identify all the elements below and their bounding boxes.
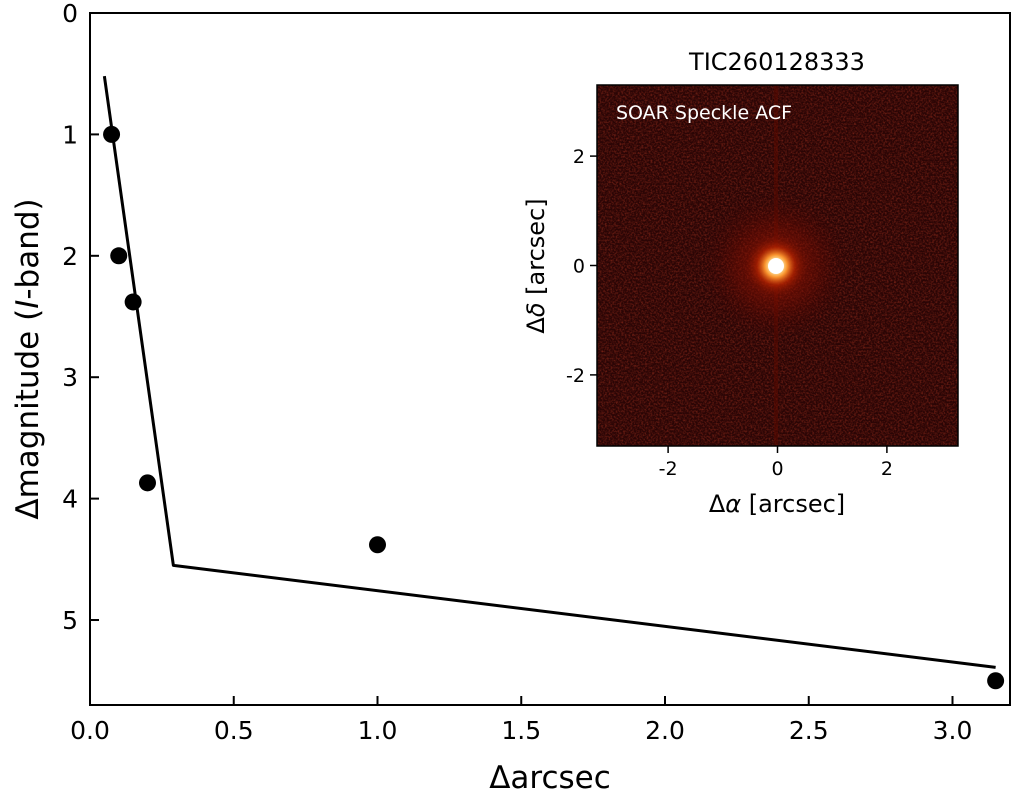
inset-y-tick-label: 2 — [573, 146, 585, 168]
data-point — [987, 672, 1005, 690]
inset-x-axis-symbol: α — [725, 490, 741, 518]
inset-x-tick-label: 2 — [881, 458, 893, 480]
y-tick-label: 2 — [62, 242, 78, 271]
inset-x-axis-delta: Δ — [709, 490, 726, 518]
data-point — [110, 247, 128, 265]
inset-x-tick-label: -2 — [659, 458, 678, 480]
main-tick-marks — [89, 12, 954, 705]
inset-y-tick-label: 0 — [573, 256, 585, 278]
inset-title: TIC260128333 — [688, 48, 865, 76]
inset-y-axis-unit: [arcsec] — [522, 198, 550, 302]
inset-x-axis-title: Δα [arcsec] — [709, 490, 845, 518]
data-point — [103, 125, 121, 143]
inset-y-axis-title: Δδ [arcsec] — [522, 198, 550, 333]
x-tick-label: 0.5 — [214, 716, 254, 745]
y-axis-title-italic: I — [10, 300, 46, 309]
y-tick-label: 3 — [62, 363, 78, 392]
inset-x-tick-label: 0 — [771, 458, 783, 480]
main-y-tick-labels: 0 1 2 3 4 5 — [62, 0, 78, 635]
x-tick-label: 2.0 — [645, 716, 685, 745]
inset-y-tick-label: -2 — [566, 365, 585, 387]
sensitivity-curve-line — [102, 75, 996, 669]
x-tick-label: 2.5 — [789, 716, 829, 745]
inset-acf-plot: -2 0 2 20-2 SOAR Speckle ACF TIC260128333 … — [522, 48, 959, 518]
y-tick-label: 5 — [62, 606, 78, 635]
inset-y-tick-labels: 2 0 -2 — [566, 146, 585, 387]
inset-y-axis-delta: Δ — [522, 317, 550, 334]
y-tick-label: 4 — [62, 485, 78, 514]
x-tick-label: 0.0 — [70, 716, 110, 745]
inset-image-label: SOAR Speckle ACF — [616, 102, 792, 124]
inset-y-axis-symbol: δ — [522, 302, 550, 317]
x-tick-label: 1.0 — [358, 716, 398, 745]
main-plot-frame — [89, 12, 1011, 706]
data-point — [369, 536, 386, 554]
x-tick-label: 1.5 — [501, 716, 541, 745]
x-tick-label: 3.0 — [933, 716, 973, 745]
inset-tick-marks — [590, 155, 888, 453]
y-axis-title: Δmagnitude (I-band) — [10, 198, 46, 519]
inset-x-axis-unit: [arcsec] — [741, 490, 845, 518]
y-tick-label: 1 — [62, 120, 78, 149]
y-axis-title-prefix: Δmagnitude ( — [10, 309, 46, 520]
y-axis-title-suffix: -band) — [10, 198, 46, 299]
main-x-tick-labels: 0.0 0.5 1.0 1.5 2.0 2.5 3.0 — [70, 716, 972, 745]
data-point — [124, 293, 142, 311]
y-tick-label: 0 — [62, 0, 78, 28]
inset-acf-peak — [768, 258, 784, 274]
main-series — [102, 75, 1005, 690]
inset-x-tick-labels: -2 0 2 — [659, 458, 893, 480]
x-axis-title: Δarcsec — [489, 760, 611, 795]
data-point — [139, 474, 156, 492]
